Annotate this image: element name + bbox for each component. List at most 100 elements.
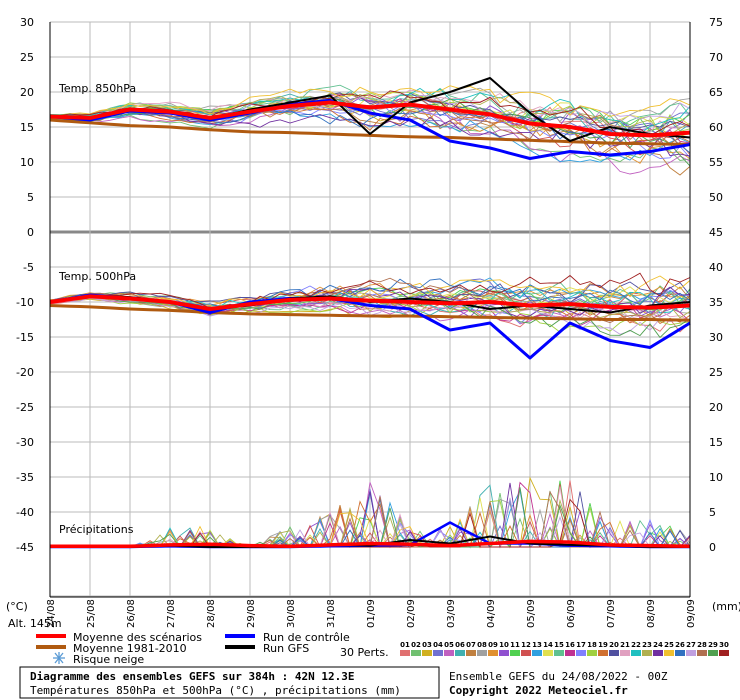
x-date-label: 29/08 — [246, 599, 257, 628]
precip-mean-line — [50, 539, 691, 549]
pert-swatch — [466, 650, 476, 656]
pert-swatch — [444, 650, 454, 656]
x-date-label: 05/09 — [526, 599, 537, 628]
legend-swatch-gfs — [225, 645, 255, 649]
pert-swatch — [664, 650, 674, 656]
legend-label-gfs: Run GFS — [263, 642, 309, 655]
left-tick-label: 0 — [27, 226, 34, 239]
perturbation-color-bar: 01 02 03 04 05 06 07 08 09 10 11 12 13 14 15 16 17 18 19 20… — [400, 641, 729, 656]
right-tick-label: 20 — [709, 401, 723, 414]
pert-swatch — [532, 650, 542, 656]
right-tick-label: 40 — [709, 261, 723, 274]
x-date-label: 30/08 — [286, 599, 297, 628]
pert-swatch — [433, 650, 443, 656]
pert-swatch — [411, 650, 421, 656]
pert-swatch — [576, 650, 586, 656]
t500-member-30 — [49, 272, 691, 309]
pert-number: 05 — [444, 641, 454, 649]
right-tick-label: 15 — [709, 436, 723, 449]
legend-label-perts: 30 Perts. — [340, 646, 389, 659]
pert-number: 26 — [675, 641, 685, 649]
left-tick-label: 30 — [20, 16, 34, 29]
t500-member-25 — [49, 275, 691, 306]
right-tick-label: 35 — [709, 296, 723, 309]
t500-member-9 — [49, 283, 691, 304]
chart-title: Diagramme des ensembles GEFS sur 384h : … — [30, 670, 355, 683]
x-date-label: 27/08 — [166, 599, 177, 628]
panel-label-t500: Temp. 500hPa — [58, 270, 136, 283]
t500-member-20 — [49, 281, 691, 303]
right-tick-label: 65 — [709, 86, 723, 99]
left-tick-label: -35 — [16, 471, 34, 484]
pert-swatch — [719, 650, 729, 656]
left-tick-label: -40 — [16, 506, 34, 519]
pert-number: 09 — [488, 641, 498, 649]
pert-swatch — [609, 650, 619, 656]
pert-swatch — [455, 650, 465, 656]
x-date-label: 02/09 — [406, 599, 417, 628]
pert-number: 22 — [631, 641, 641, 649]
plot-frame — [49, 22, 691, 598]
left-tick-label: 25 — [20, 51, 34, 64]
pert-number: 18 — [587, 641, 597, 649]
pert-number: 13 — [532, 641, 542, 649]
t850-member-15 — [49, 84, 691, 128]
right-tick-label: 70 — [709, 51, 723, 64]
t500-mean-line — [49, 294, 691, 311]
pert-number: 25 — [664, 641, 674, 649]
left-tick-label: 5 — [27, 191, 34, 204]
panel-label-t850: Temp. 850hPa — [58, 82, 136, 95]
pert-number: 16 — [565, 641, 575, 649]
pert-swatch — [587, 650, 597, 656]
pert-swatch — [543, 650, 553, 656]
right-tick-label: 55 — [709, 156, 723, 169]
left-axis-ticks: 30 25 20 15 10 5 0 -5 -10 -15 -20 -25 -30 -35 -40 -45 — [16, 16, 34, 554]
right-tick-label: 60 — [709, 121, 723, 134]
pert-swatch — [675, 650, 685, 656]
left-tick-label: -30 — [16, 436, 34, 449]
legend-label-control: Run de contrôle — [263, 631, 350, 644]
pert-swatch — [686, 650, 696, 656]
x-date-label: 08/09 — [646, 599, 657, 628]
x-date-label: 01/09 — [366, 599, 377, 628]
x-date-label: 31/08 — [326, 599, 337, 628]
pert-number: 07 — [466, 641, 476, 649]
pert-swatch — [400, 650, 410, 656]
x-date-label: 26/08 — [126, 599, 137, 628]
t850-member-30 — [49, 90, 691, 138]
x-date-label: 25/08 — [86, 599, 97, 628]
chart-subtitle: Températures 850hPa et 500hPa (°C) , pré… — [30, 684, 401, 697]
pert-swatch — [598, 650, 608, 656]
pert-number: 01 — [400, 641, 410, 649]
pert-number: 20 — [609, 641, 619, 649]
pert-swatch — [631, 650, 641, 656]
legend-label-mean: Moyenne des scénarios — [73, 631, 202, 644]
legend-swatch-mean — [36, 634, 66, 638]
pert-swatch — [422, 650, 432, 656]
pert-number: 02 — [411, 641, 421, 649]
t850-climatology-line — [49, 118, 691, 146]
right-tick-label: 25 — [709, 366, 723, 379]
left-tick-label: 15 — [20, 121, 34, 134]
left-tick-label: -10 — [16, 296, 34, 309]
x-date-label: 03/09 — [446, 599, 457, 628]
pert-number: 30 — [719, 641, 729, 649]
left-tick-label: -15 — [16, 331, 34, 344]
legend: Moyenne des scénarios Moyenne 1981-2010 … — [36, 631, 729, 666]
pert-number: 11 — [510, 641, 520, 649]
pert-number: 14 — [543, 641, 553, 649]
pert-swatch — [642, 650, 652, 656]
right-tick-label: 45 — [709, 226, 723, 239]
pert-swatch — [477, 650, 487, 656]
t500-climatology-line — [49, 304, 691, 322]
snowflake-icon — [53, 652, 65, 664]
right-unit-label: (mm) — [712, 600, 740, 613]
pert-swatch — [708, 650, 718, 656]
x-date-label: 06/09 — [566, 599, 577, 628]
right-tick-label: 0 — [709, 541, 716, 554]
t850-mean-line — [49, 100, 691, 138]
pert-number: 29 — [708, 641, 718, 649]
left-tick-label: 10 — [20, 156, 34, 169]
